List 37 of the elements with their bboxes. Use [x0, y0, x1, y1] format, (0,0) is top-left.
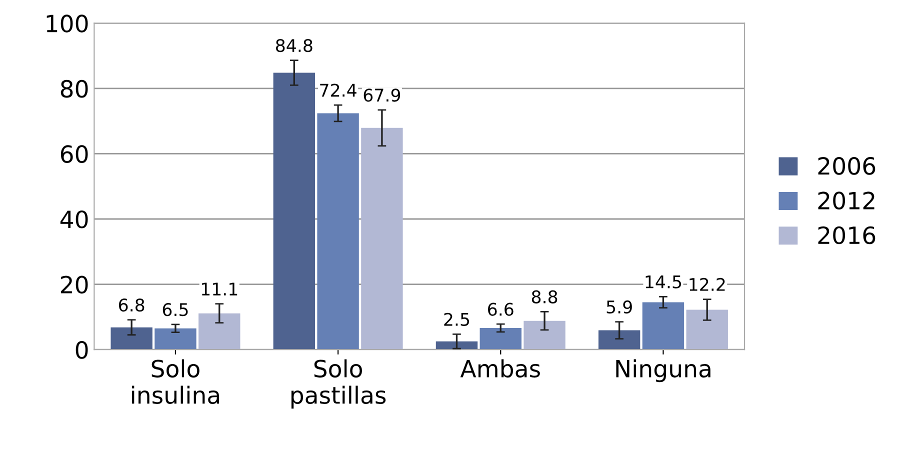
bar [198, 313, 240, 350]
data-label: 6.5 [162, 303, 188, 316]
y-tick-label: 60 [60, 145, 88, 164]
bar [480, 328, 522, 350]
bar [436, 341, 478, 350]
bar [273, 72, 316, 350]
x-tick-label: Ambas [460, 359, 540, 378]
data-label: 12.2 [690, 278, 725, 291]
bar [154, 328, 196, 350]
x-tick-label: Ninguna [616, 359, 710, 382]
bar [317, 113, 359, 350]
data-label: 6.8 [118, 298, 144, 312]
y-tick-label: 40 [60, 210, 88, 228]
x-tick-label: Solo pastillas [291, 359, 386, 409]
data-label: 14.5 [646, 276, 682, 288]
data-label: 67.9 [364, 88, 400, 102]
y-tick-label: 0 [76, 341, 88, 359]
bar [110, 327, 152, 350]
bar [686, 310, 728, 350]
data-label: 72.4 [320, 84, 356, 97]
bar [524, 320, 566, 350]
bar [361, 128, 403, 350]
legend-label: 2016 [818, 226, 876, 244]
bar [642, 302, 684, 350]
legend-label: 2006 [818, 157, 876, 175]
x-tick-label: Solo insulina [132, 359, 220, 404]
y-tick-label: 20 [61, 276, 88, 294]
legend-label: 2012 [818, 192, 874, 210]
data-label: 11.1 [202, 282, 238, 296]
data-label: 8.8 [532, 290, 558, 304]
bar [598, 330, 640, 350]
data-label: 84.8 [276, 38, 312, 52]
y-tick-label: 80 [60, 80, 88, 98]
data-label: 2.5 [444, 312, 470, 326]
data-label: 5.9 [606, 300, 632, 314]
y-tick-label: 100 [46, 14, 88, 32]
data-label: 6.6 [488, 302, 514, 316]
